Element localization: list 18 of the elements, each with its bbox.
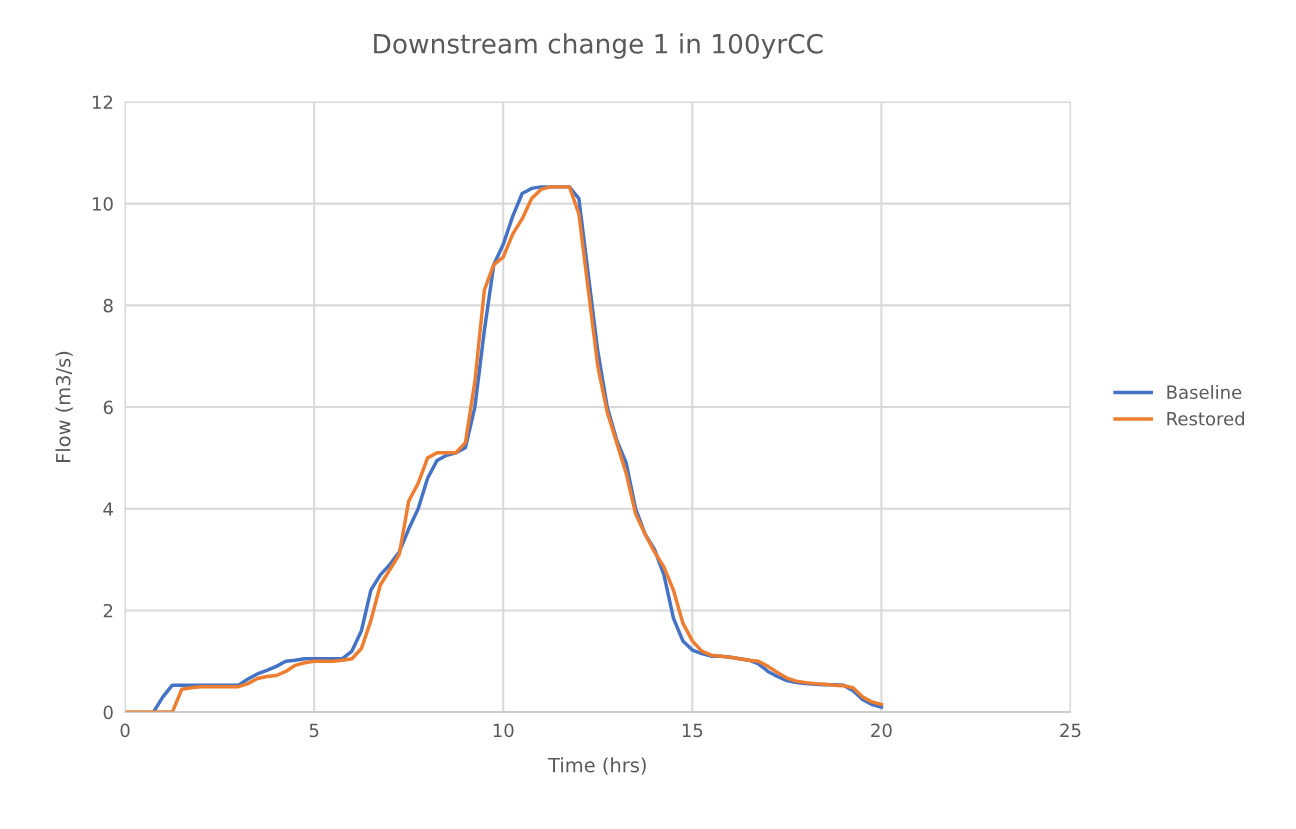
y-tick-label: 4 <box>103 502 113 516</box>
y-tick-label: 0 <box>103 705 113 720</box>
chart-title: Downstream change 1 in 100yrCC <box>374 33 823 59</box>
y-tick-label: 10 <box>92 197 113 211</box>
x-tick-label: 15 <box>682 723 703 738</box>
y-tick-label: 2 <box>103 603 113 618</box>
x-tick-label: 20 <box>871 723 892 738</box>
x-tick-label: 25 <box>1060 723 1081 738</box>
y-tick-label: 12 <box>92 95 113 109</box>
x-tick-label: 10 <box>493 723 514 738</box>
y-tick-label: 8 <box>103 298 113 313</box>
legend-label: Baseline <box>1167 385 1242 400</box>
x-axis-title: Time (hrs) <box>548 757 646 775</box>
x-tick-label: 0 <box>120 723 130 738</box>
x-tick-label: 5 <box>309 723 319 738</box>
y-tick-label: 6 <box>103 400 113 415</box>
y-axis-title: Flow (m3/s) <box>55 351 73 462</box>
legend-label: Restored <box>1167 411 1244 426</box>
